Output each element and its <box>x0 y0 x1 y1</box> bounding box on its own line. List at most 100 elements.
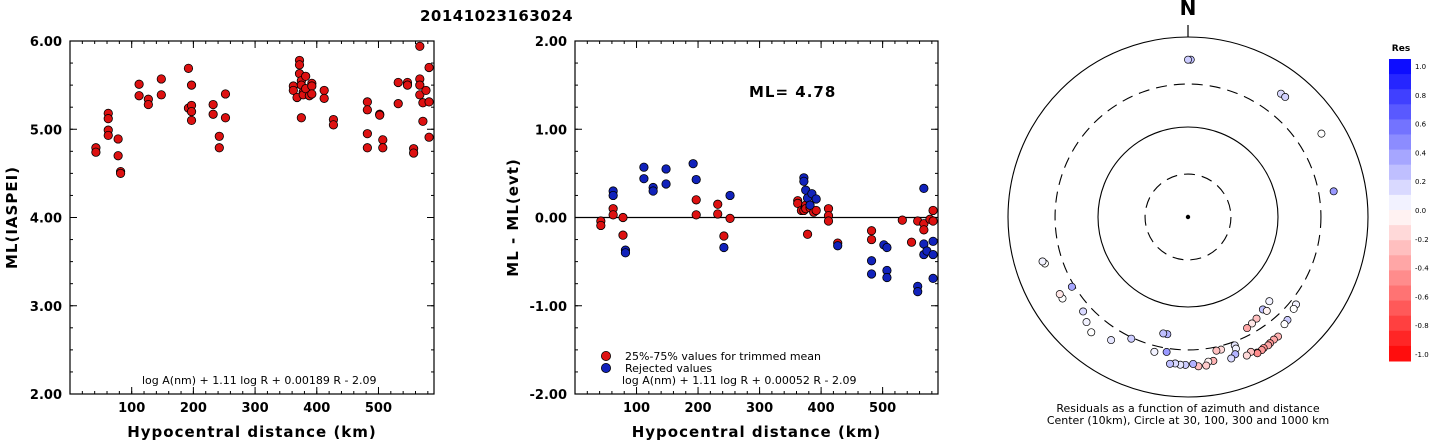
data-point-blue <box>928 249 938 260</box>
station-point <box>1212 346 1221 355</box>
colorbar-tick-label: -1.0 <box>1415 351 1429 359</box>
data-point-red <box>811 205 821 216</box>
colorbar-tick-label: 0.6 <box>1415 121 1427 129</box>
data-point-red <box>113 134 123 144</box>
x-tick-label: 500 <box>365 401 392 416</box>
magnitude-vs-distance-panel: 2.00 3.00 4.00 5.00 6.00 100 200 300 400 500 Hypo… <box>3 35 435 441</box>
data-point-red <box>415 41 425 51</box>
data-point-red <box>156 74 166 84</box>
colorbar-cell <box>1389 89 1411 105</box>
y-tick-label: 3.00 <box>30 300 62 315</box>
colorbar-cell <box>1389 330 1411 347</box>
station-point <box>1127 334 1136 343</box>
station-point <box>1067 282 1076 291</box>
data-point-red <box>307 81 317 91</box>
colorbar-cell <box>1389 225 1411 241</box>
legend-marker-rejected <box>601 362 612 373</box>
x-tick-label: 200 <box>684 401 711 416</box>
data-points <box>596 159 938 297</box>
data-point-blue <box>913 287 923 297</box>
legend-label-trimmed: 25%-75% values for trimmed mean <box>625 350 821 363</box>
station-point <box>1038 257 1047 266</box>
data-point-red <box>378 143 388 153</box>
colorbar-cell <box>1389 149 1411 166</box>
data-point-blue <box>661 179 671 189</box>
data-point-red <box>362 97 372 107</box>
station-point <box>1253 349 1262 358</box>
data-point-red <box>866 234 877 245</box>
north-label: N <box>1180 0 1197 20</box>
data-point-red <box>307 89 317 99</box>
data-point-blue <box>639 162 649 172</box>
data-point-red <box>596 220 606 231</box>
x-tick-label: 300 <box>242 401 269 416</box>
colorbar-tick-label: 0.4 <box>1415 149 1427 157</box>
data-point-red <box>208 99 218 110</box>
colorbar-cell <box>1389 345 1411 362</box>
colorbar-cell <box>1389 255 1411 271</box>
station-point <box>1248 319 1256 328</box>
data-point-red <box>378 135 388 145</box>
data-point-red <box>608 210 618 220</box>
colorbar-cell <box>1389 240 1411 256</box>
data-point-red <box>220 113 231 123</box>
colorbar-cell <box>1389 179 1411 196</box>
colorbar-cell <box>1389 104 1411 120</box>
data-point-red <box>103 114 113 124</box>
y-tick-label: 2.00 <box>30 388 62 403</box>
y-tick-label: 5.00 <box>30 123 62 138</box>
data-point-red <box>220 89 231 99</box>
y-tick-label: 2.00 <box>535 35 567 50</box>
data-point-red <box>214 131 224 141</box>
colorbar-cell <box>1389 134 1411 151</box>
data-point-red <box>103 130 113 141</box>
x-tick-label: 300 <box>746 401 773 416</box>
residual-colorbar: Res 1.0 0.8 0.6 0.4 0.2 0.0 -0.2 -0.4 -0.6 -0.8 -1… <box>1389 44 1429 362</box>
station-point <box>1162 348 1171 356</box>
legend-label-rejected: Rejected values <box>625 362 712 375</box>
data-point-blue <box>688 159 698 169</box>
colorbar-tick-label: -0.8 <box>1415 322 1429 330</box>
data-point-red <box>725 213 735 223</box>
epicenter-dot <box>1185 214 1191 220</box>
formula-text: log A(nm) + 1.11 log R + 0.00189 R - 2.0… <box>142 374 376 387</box>
station-point <box>1107 336 1116 345</box>
data-point-red <box>424 97 434 107</box>
y-tick-label: 6.00 <box>30 35 62 50</box>
data-point-red <box>186 80 197 90</box>
data-point-red <box>91 147 101 157</box>
x-axis-label: Hypocentral distance (km) <box>632 423 882 441</box>
chart-title: 20141023163024 <box>420 7 574 25</box>
colorbar-cell <box>1389 300 1411 317</box>
x-tick-label: 100 <box>623 401 650 416</box>
data-point-red <box>288 85 298 96</box>
data-point-red <box>691 210 701 220</box>
colorbar-tick-label: 0.8 <box>1415 92 1426 100</box>
data-point-red <box>183 63 194 73</box>
data-point-red <box>919 225 929 235</box>
data-point-red <box>802 229 813 239</box>
colorbar-tick-label: -0.2 <box>1415 236 1429 244</box>
data-point-blue <box>620 248 631 258</box>
data-point-red <box>362 143 372 153</box>
station-point <box>1184 55 1192 64</box>
station-point <box>1227 354 1236 363</box>
data-point-red <box>186 107 197 117</box>
data-point-red <box>143 99 153 110</box>
data-point-red <box>208 109 218 119</box>
data-point-red <box>301 71 311 81</box>
x-tick-label: 500 <box>869 401 896 416</box>
data-point-red <box>618 230 628 240</box>
station-point <box>1082 318 1091 327</box>
station-point <box>1159 329 1168 338</box>
colorbar-cell <box>1389 119 1411 135</box>
ml-annotation: ML= 4.78 <box>749 83 836 101</box>
y-tick-label: 4.00 <box>30 212 62 227</box>
station-point <box>1087 328 1096 337</box>
data-point-red <box>393 77 403 88</box>
y-tick-label: -1.00 <box>530 300 567 315</box>
y-tick-label: -2.00 <box>530 388 567 403</box>
station-point <box>1202 361 1211 370</box>
station-point <box>1329 187 1338 196</box>
